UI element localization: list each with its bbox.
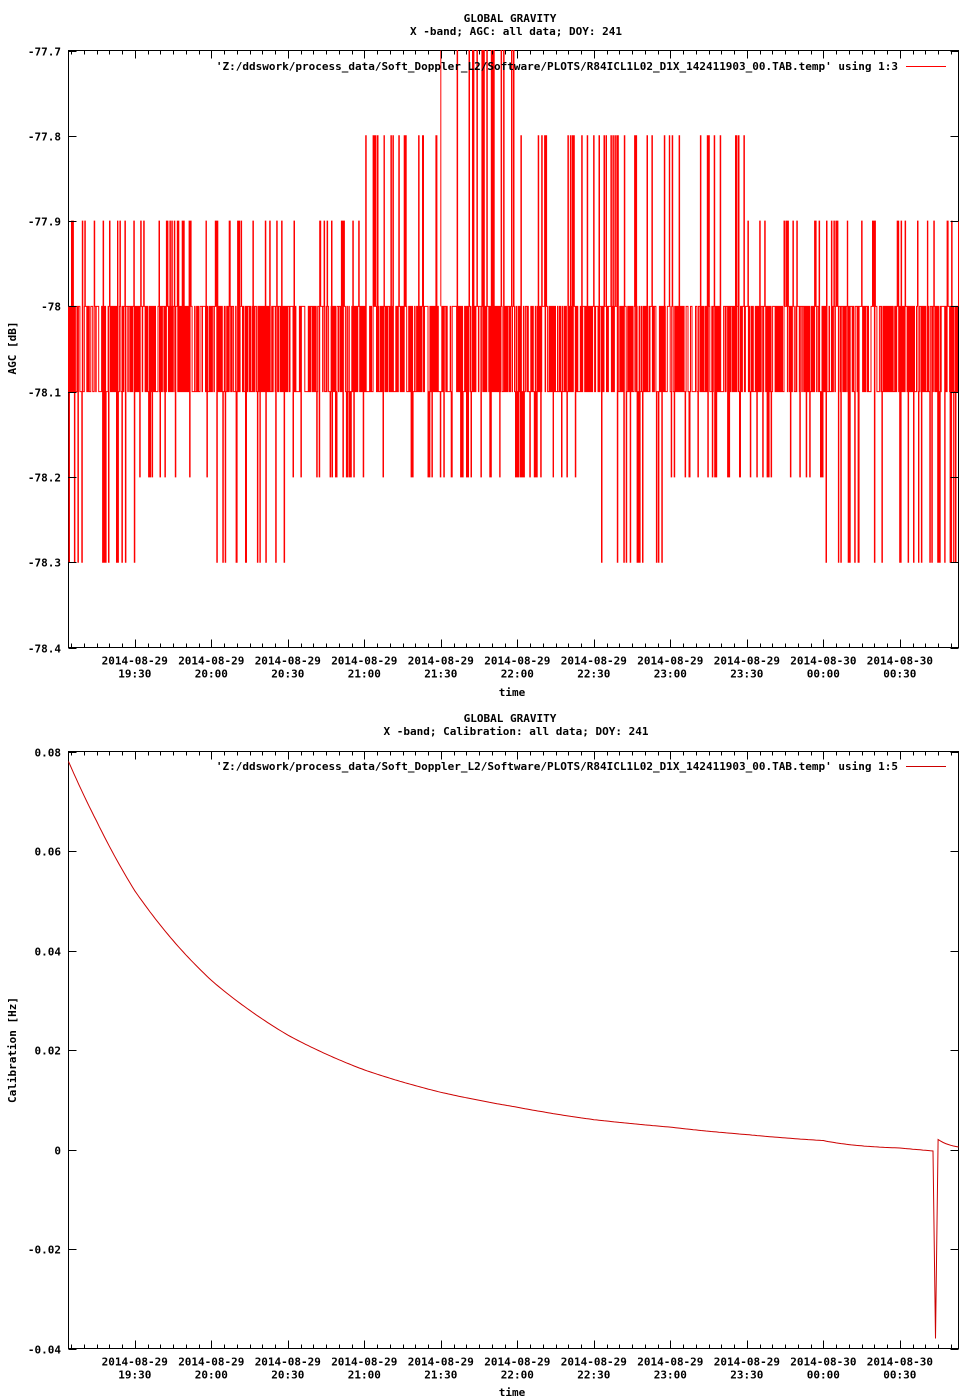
- x-tick-date-label: 2014-08-29: [331, 1356, 397, 1369]
- y-tick-label: 0.04: [35, 946, 62, 959]
- agc-subtitle: X -band; AGC: all data; DOY: 241: [410, 25, 622, 38]
- y-tick-label: -0.04: [28, 1344, 61, 1357]
- x-tick-date-label: 2014-08-29: [178, 1356, 244, 1369]
- y-tick-label: -78.2: [28, 472, 61, 485]
- x-tick-time-label: 00:30: [883, 668, 916, 681]
- x-tick-time-label: 20:30: [271, 668, 304, 681]
- x-tick-time-label: 22:30: [577, 668, 610, 681]
- cal-y-axis-label: Calibration [Hz]: [6, 997, 19, 1103]
- x-tick-date-label: 2014-08-29: [484, 1356, 550, 1369]
- y-tick-label: -0.02: [28, 1244, 61, 1257]
- x-tick-time-label: 20:30: [271, 1369, 304, 1382]
- cal-plot-frame: [68, 751, 959, 1349]
- agc-x-axis-ticks: 2014-08-2919:302014-08-2920:002014-08-29…: [71, 50, 952, 681]
- x-tick-date-label: 2014-08-30: [867, 655, 933, 668]
- x-tick-time-label: 22:30: [577, 1369, 610, 1382]
- y-tick-label: -77.8: [28, 131, 61, 144]
- y-tick-label: 0.08: [35, 747, 62, 760]
- x-tick-time-label: 19:30: [118, 1369, 151, 1382]
- x-tick-date-label: 2014-08-29: [714, 1356, 780, 1369]
- x-tick-time-label: 23:30: [730, 1369, 763, 1382]
- x-tick-time-label: 21:30: [424, 668, 457, 681]
- x-tick-time-label: 23:30: [730, 668, 763, 681]
- y-tick-label: -77.9: [28, 216, 61, 229]
- x-tick-date-label: 2014-08-29: [484, 655, 550, 668]
- x-tick-date-label: 2014-08-29: [255, 655, 321, 668]
- y-tick-label: -78.1: [28, 387, 61, 400]
- agc-data-series: [68, 50, 959, 563]
- x-tick-date-label: 2014-08-30: [790, 1356, 856, 1369]
- y-tick-label: -78.3: [28, 557, 61, 570]
- x-tick-date-label: 2014-08-29: [561, 1356, 627, 1369]
- x-tick-date-label: 2014-08-29: [178, 655, 244, 668]
- agc-chart: GLOBAL GRAVITY X -band; AGC: all data; D…: [6, 12, 959, 699]
- x-tick-time-label: 19:30: [118, 668, 151, 681]
- y-tick-label: -77.7: [28, 46, 61, 59]
- x-tick-date-label: 2014-08-29: [714, 655, 780, 668]
- cal-subtitle: X -band; Calibration: all data; DOY: 241: [384, 725, 649, 738]
- cal-data-line: [68, 761, 959, 1339]
- agc-y-axis-label: AGC [dB]: [6, 322, 19, 375]
- x-tick-time-label: 21:00: [348, 1369, 381, 1382]
- calibration-chart: GLOBAL GRAVITY X -band; Calibration: all…: [6, 712, 959, 1399]
- x-tick-date-label: 2014-08-29: [102, 655, 168, 668]
- y-tick-label: 0.06: [35, 846, 62, 859]
- x-tick-date-label: 2014-08-29: [561, 655, 627, 668]
- agc-x-axis-label: time: [499, 686, 526, 699]
- agc-y-axis-ticks: -77.7 -77.8 -77.9 -78 -78.1 -78.2 -78.3 -78.4: [28, 46, 959, 656]
- x-tick-date-label: 2014-08-30: [790, 655, 856, 668]
- x-tick-time-label: 22:00: [501, 668, 534, 681]
- cal-y-axis-ticks: 0.08 0.06 0.04 0.02 0 -0.02 -0.04: [28, 747, 959, 1357]
- cal-x-axis-ticks: 2014-08-2919:302014-08-2920:002014-08-29…: [71, 751, 952, 1382]
- x-tick-date-label: 2014-08-29: [637, 655, 703, 668]
- x-tick-time-label: 23:00: [654, 668, 687, 681]
- x-tick-time-label: 21:00: [348, 668, 381, 681]
- x-tick-time-label: 23:00: [654, 1369, 687, 1382]
- y-tick-label: -78.4: [28, 643, 61, 656]
- agc-legend-label: 'Z:/ddswork/process_data/Soft_Doppler_L2…: [216, 60, 898, 73]
- x-tick-date-label: 2014-08-30: [867, 1356, 933, 1369]
- x-tick-time-label: 20:00: [195, 668, 228, 681]
- y-tick-label: 0: [54, 1145, 61, 1158]
- x-tick-time-label: 00:00: [807, 668, 840, 681]
- agc-title: GLOBAL GRAVITY: [464, 12, 557, 25]
- x-tick-date-label: 2014-08-29: [408, 1356, 474, 1369]
- cal-x-axis-label: time: [499, 1386, 526, 1399]
- cal-title: GLOBAL GRAVITY: [464, 712, 557, 725]
- x-tick-time-label: 22:00: [501, 1369, 534, 1382]
- x-tick-time-label: 00:30: [883, 1369, 916, 1382]
- agc-trace: [68, 50, 959, 563]
- x-tick-time-label: 21:30: [424, 1369, 457, 1382]
- y-tick-label: -78: [41, 301, 61, 314]
- x-tick-time-label: 20:00: [195, 1369, 228, 1382]
- x-tick-date-label: 2014-08-29: [408, 655, 474, 668]
- cal-legend-label: 'Z:/ddswork/process_data/Soft_Doppler_L2…: [216, 760, 898, 773]
- x-tick-date-label: 2014-08-29: [102, 1356, 168, 1369]
- x-tick-date-label: 2014-08-29: [637, 1356, 703, 1369]
- y-tick-label: 0.02: [35, 1045, 62, 1058]
- x-tick-date-label: 2014-08-29: [331, 655, 397, 668]
- x-tick-date-label: 2014-08-29: [255, 1356, 321, 1369]
- x-tick-time-label: 00:00: [807, 1369, 840, 1382]
